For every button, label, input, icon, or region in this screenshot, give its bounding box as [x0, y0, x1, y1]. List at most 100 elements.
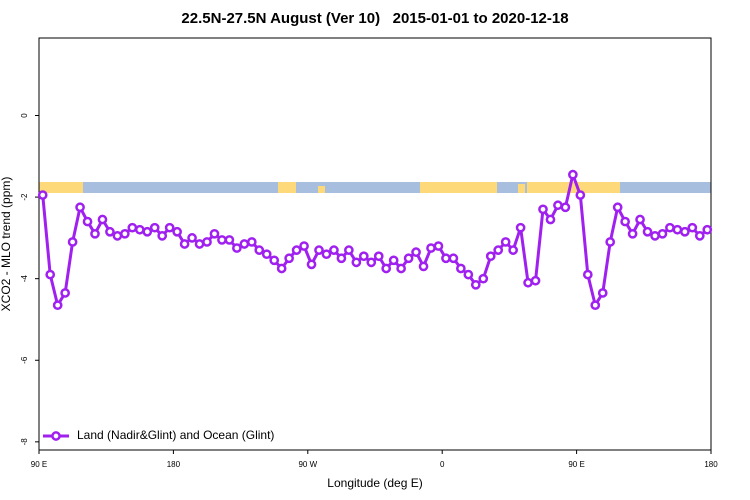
data-point [687, 222, 698, 233]
data-point [553, 200, 563, 211]
data-point [37, 190, 48, 200]
data-point [254, 245, 265, 255]
data-point [396, 263, 406, 274]
data-point [67, 237, 78, 247]
data-point [381, 263, 392, 274]
x-tick-label: 180 [704, 460, 718, 469]
legend-label: Land (Nadir&Glint) and Ocean (Glint) [77, 428, 274, 442]
data-point [224, 235, 235, 245]
data-point [358, 251, 369, 262]
data-point [217, 235, 227, 245]
y-tick-label: -2 [20, 193, 29, 201]
data-point [261, 249, 272, 260]
data-point [329, 245, 339, 255]
data-point [172, 226, 182, 237]
y-tick-label: 0 [20, 113, 29, 118]
data-point [575, 190, 586, 200]
x-tick-label: 0 [440, 460, 445, 469]
data-point [568, 169, 578, 180]
data-point [485, 251, 496, 262]
data-point [500, 237, 511, 247]
data-point [612, 202, 623, 213]
plot-frame [38, 37, 712, 451]
data-point [590, 300, 601, 311]
data-point [441, 253, 451, 264]
data-point [306, 259, 317, 270]
data-point [120, 228, 130, 239]
data-point [642, 226, 653, 237]
data-point [388, 255, 399, 266]
data-point [582, 269, 593, 280]
data-point [60, 288, 70, 298]
data-point [650, 230, 660, 241]
y-tick-label: -8 [20, 438, 29, 446]
data-point [373, 251, 384, 262]
x-tick-label: 180 [167, 460, 181, 469]
data-point [515, 222, 526, 233]
data-point [52, 300, 63, 311]
data-point [411, 247, 421, 258]
data-point [605, 237, 616, 247]
data-point [523, 277, 533, 288]
data-point [75, 202, 85, 213]
data-point [508, 245, 518, 255]
data-point [90, 228, 100, 239]
data-point [493, 245, 504, 255]
data-point [246, 237, 257, 247]
data-point [545, 214, 556, 225]
data-point [284, 253, 294, 264]
data-point [560, 202, 571, 213]
data-point [336, 253, 347, 264]
data-point [202, 237, 212, 247]
data-point [620, 216, 630, 227]
data-point [209, 228, 220, 239]
data-point [672, 224, 683, 235]
data-point [597, 288, 608, 298]
y-tick-label: -6 [20, 356, 29, 364]
data-point [134, 224, 145, 235]
data-point [239, 239, 250, 249]
data-point [433, 241, 444, 251]
data-point [194, 239, 205, 249]
y-axis-label: XCO2 - MLO trend (ppm) [0, 177, 13, 312]
data-point [269, 255, 280, 266]
data-point [426, 243, 436, 253]
data-point [142, 226, 153, 237]
data-point [321, 249, 332, 260]
data-point [530, 275, 541, 286]
data-point [456, 263, 466, 274]
x-tick-label: 90 W [298, 460, 317, 469]
data-point [538, 204, 548, 215]
data-point [694, 230, 705, 241]
legend-marker [51, 431, 61, 441]
data-point [627, 228, 638, 239]
data-point [470, 279, 481, 290]
data-point [45, 269, 56, 280]
data-point [97, 214, 108, 225]
data-point [403, 253, 414, 264]
x-tick-label: 90 E [31, 460, 47, 469]
data-point [478, 273, 489, 284]
chart-title: 22.5N-27.5N August (Ver 10) 2015-01-01 t… [181, 10, 568, 27]
data-point [635, 214, 645, 225]
data-point [179, 239, 190, 249]
x-tick-label: 90 E [568, 460, 584, 469]
x-axis-label: Longitude (deg E) [327, 476, 422, 490]
data-point [366, 257, 377, 268]
data-point [112, 230, 123, 241]
data-point [314, 245, 324, 255]
data-point [164, 222, 175, 233]
data-point [665, 222, 675, 233]
data-point [276, 263, 287, 274]
data-point [680, 226, 690, 237]
data-point [82, 216, 93, 227]
data-point [157, 230, 168, 241]
data-point [187, 233, 197, 243]
data-point [448, 253, 459, 264]
data-point [149, 222, 160, 233]
land-mask-strip [39, 182, 711, 193]
y-tick-label: -4 [20, 275, 29, 283]
data-point [299, 241, 309, 251]
data-point [344, 245, 354, 255]
data-point [418, 261, 429, 272]
